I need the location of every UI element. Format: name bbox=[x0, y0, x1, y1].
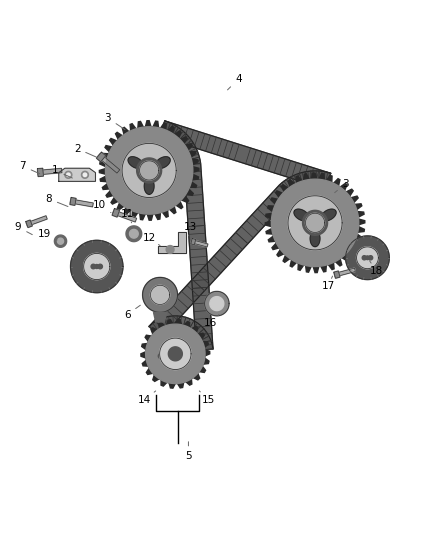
Text: 6: 6 bbox=[124, 305, 140, 319]
Polygon shape bbox=[334, 271, 340, 278]
Polygon shape bbox=[151, 285, 170, 304]
Polygon shape bbox=[143, 277, 177, 312]
Polygon shape bbox=[362, 256, 367, 260]
Polygon shape bbox=[272, 179, 359, 266]
Polygon shape bbox=[305, 213, 325, 232]
Polygon shape bbox=[149, 316, 213, 351]
Polygon shape bbox=[265, 173, 365, 272]
Polygon shape bbox=[153, 312, 166, 322]
Polygon shape bbox=[59, 168, 95, 181]
Text: 2: 2 bbox=[74, 143, 96, 157]
Polygon shape bbox=[106, 127, 193, 214]
Text: 11: 11 bbox=[121, 209, 134, 223]
Polygon shape bbox=[158, 353, 163, 359]
Text: 13: 13 bbox=[184, 222, 197, 236]
Text: 4: 4 bbox=[227, 74, 242, 90]
Polygon shape bbox=[160, 121, 331, 189]
Polygon shape bbox=[294, 209, 309, 221]
Polygon shape bbox=[368, 256, 373, 260]
Text: 9: 9 bbox=[15, 222, 32, 235]
Polygon shape bbox=[357, 247, 378, 269]
Polygon shape bbox=[98, 154, 120, 173]
Polygon shape bbox=[26, 220, 32, 228]
Polygon shape bbox=[71, 240, 123, 293]
Polygon shape bbox=[113, 210, 137, 222]
Polygon shape bbox=[67, 173, 70, 176]
Text: 17: 17 bbox=[321, 276, 335, 291]
Text: 12: 12 bbox=[142, 233, 160, 246]
Polygon shape bbox=[166, 246, 174, 253]
Text: 18: 18 bbox=[370, 261, 383, 276]
Polygon shape bbox=[288, 196, 342, 250]
Polygon shape bbox=[91, 264, 95, 269]
Polygon shape bbox=[65, 171, 72, 179]
Polygon shape bbox=[54, 235, 67, 247]
Polygon shape bbox=[205, 292, 229, 316]
Polygon shape bbox=[38, 168, 62, 175]
Polygon shape bbox=[128, 157, 143, 168]
Polygon shape bbox=[99, 120, 199, 220]
Text: 14: 14 bbox=[138, 391, 155, 405]
Polygon shape bbox=[334, 268, 355, 277]
Text: 15: 15 bbox=[199, 391, 215, 405]
Polygon shape bbox=[83, 173, 87, 176]
Polygon shape bbox=[57, 238, 64, 244]
Polygon shape bbox=[141, 319, 210, 388]
Polygon shape bbox=[122, 143, 176, 198]
Polygon shape bbox=[160, 121, 201, 165]
Polygon shape bbox=[137, 158, 162, 183]
Polygon shape bbox=[126, 226, 142, 241]
Polygon shape bbox=[26, 216, 47, 226]
Polygon shape bbox=[149, 185, 291, 338]
Text: 3: 3 bbox=[104, 113, 125, 130]
Text: 16: 16 bbox=[204, 314, 219, 328]
Polygon shape bbox=[112, 208, 120, 217]
Text: 3: 3 bbox=[335, 179, 349, 193]
Polygon shape bbox=[159, 338, 191, 369]
Polygon shape bbox=[168, 347, 182, 361]
Text: 10: 10 bbox=[92, 200, 111, 213]
Polygon shape bbox=[366, 256, 369, 260]
Polygon shape bbox=[303, 211, 328, 236]
Text: 8: 8 bbox=[46, 194, 68, 206]
Polygon shape bbox=[130, 229, 138, 238]
Polygon shape bbox=[191, 239, 196, 245]
Polygon shape bbox=[81, 171, 88, 179]
Polygon shape bbox=[70, 199, 93, 207]
Polygon shape bbox=[279, 171, 331, 197]
Polygon shape bbox=[38, 168, 43, 176]
Polygon shape bbox=[210, 297, 224, 311]
Text: 1: 1 bbox=[52, 165, 72, 178]
Text: 19: 19 bbox=[38, 229, 57, 240]
Polygon shape bbox=[70, 198, 76, 205]
Text: 7: 7 bbox=[19, 161, 39, 174]
Polygon shape bbox=[158, 232, 186, 253]
Polygon shape bbox=[144, 178, 154, 194]
Polygon shape bbox=[346, 236, 389, 280]
Polygon shape bbox=[321, 209, 336, 221]
Polygon shape bbox=[155, 157, 170, 168]
Polygon shape bbox=[96, 152, 106, 161]
Polygon shape bbox=[310, 230, 320, 247]
Polygon shape bbox=[184, 164, 213, 350]
Polygon shape bbox=[146, 324, 205, 384]
Text: 5: 5 bbox=[185, 442, 192, 462]
Polygon shape bbox=[95, 264, 99, 269]
Polygon shape bbox=[98, 264, 102, 269]
Polygon shape bbox=[191, 240, 208, 247]
Polygon shape bbox=[140, 161, 159, 180]
Polygon shape bbox=[84, 253, 110, 280]
